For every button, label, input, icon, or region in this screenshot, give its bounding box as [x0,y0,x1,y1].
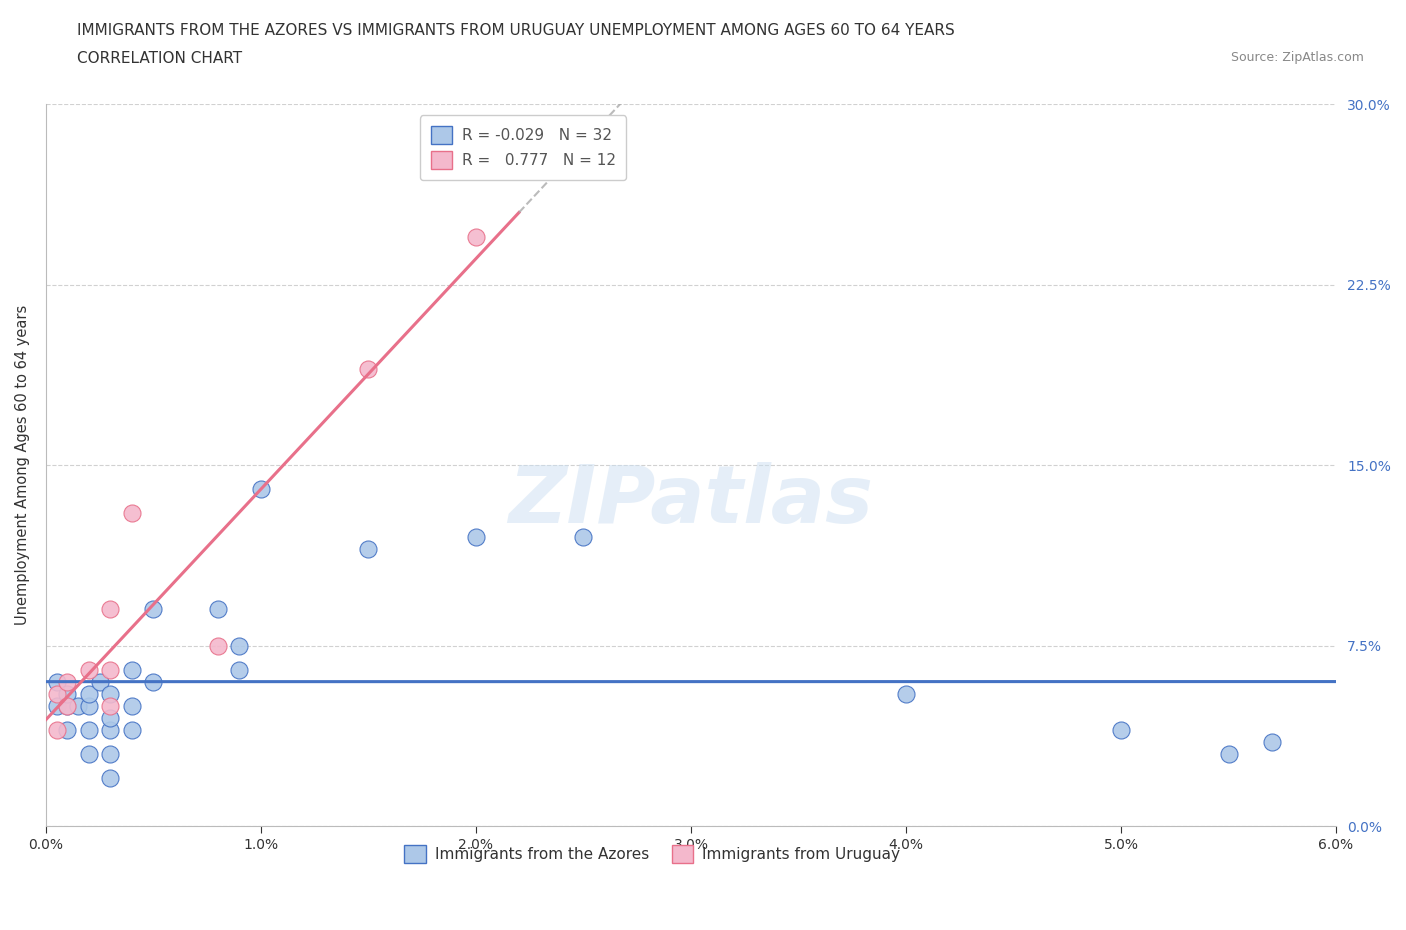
Point [100,747,122,762]
Point [100,698,122,713]
Point [45,723,67,737]
Point [207,638,229,653]
Point [67,698,90,713]
Text: CORRELATION CHART: CORRELATION CHART [77,51,242,66]
Point [56,723,79,737]
Point [228,638,250,653]
Point [250,482,273,497]
Point [894,686,917,701]
Point [465,229,488,244]
Point [100,602,122,617]
Point [207,602,229,617]
Point [121,662,143,677]
Point [100,711,122,725]
Point [357,362,380,377]
Point [100,662,122,677]
Point [89,674,111,689]
Point [45,674,67,689]
Point [100,723,122,737]
Text: IMMIGRANTS FROM THE AZORES VS IMMIGRANTS FROM URUGUAY UNEMPLOYMENT AMONG AGES 60: IMMIGRANTS FROM THE AZORES VS IMMIGRANTS… [77,23,955,38]
Point [56,674,79,689]
Legend: Immigrants from the Azores, Immigrants from Uruguay: Immigrants from the Azores, Immigrants f… [398,839,907,869]
Point [142,674,165,689]
Point [142,602,165,617]
Point [465,530,488,545]
Point [56,686,79,701]
Point [1109,723,1132,737]
Point [45,686,67,701]
Point [77,698,100,713]
Y-axis label: Unemployment Among Ages 60 to 64 years: Unemployment Among Ages 60 to 64 years [15,305,30,625]
Point [357,542,380,557]
Point [77,723,100,737]
Point [77,662,100,677]
Point [56,698,79,713]
Point [121,723,143,737]
Point [56,698,79,713]
Point [100,686,122,701]
Point [1218,747,1240,762]
Point [77,686,100,701]
Point [572,530,595,545]
Point [228,662,250,677]
Point [100,770,122,785]
Point [121,698,143,713]
Point [121,506,143,521]
Point [77,747,100,762]
Text: ZIPatlas: ZIPatlas [509,462,873,540]
Text: Source: ZipAtlas.com: Source: ZipAtlas.com [1230,51,1364,64]
Point [45,698,67,713]
Point [1260,735,1282,750]
